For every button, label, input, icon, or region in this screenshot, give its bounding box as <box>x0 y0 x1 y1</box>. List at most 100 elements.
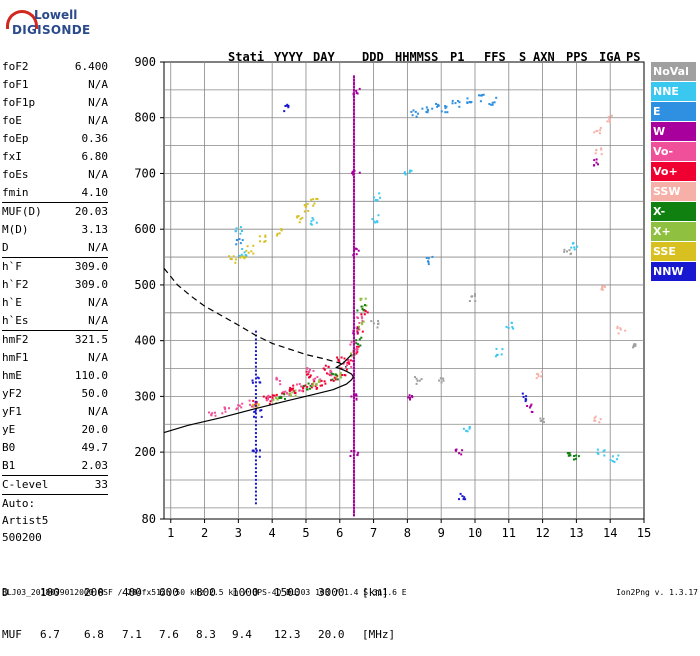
echo-point <box>310 223 313 226</box>
logo-arc <box>6 10 38 29</box>
echo-point <box>360 315 363 318</box>
param-value: 309.0 <box>74 260 108 273</box>
echo-point <box>361 321 363 324</box>
echo-point <box>595 130 598 132</box>
interference-streak <box>254 486 257 489</box>
echo-point <box>342 362 345 365</box>
echo-point <box>421 107 424 110</box>
echo-point <box>312 218 315 221</box>
echo-point <box>603 449 606 452</box>
interference-streak <box>254 490 257 493</box>
echo-point <box>358 327 360 330</box>
echo-point <box>234 261 237 264</box>
echo-point <box>245 249 248 252</box>
echo-point <box>361 317 364 320</box>
interference-streak <box>254 377 257 380</box>
param-value: 50.0 <box>81 387 109 400</box>
echo-point <box>312 204 315 207</box>
echo-point <box>311 217 314 219</box>
echo-point <box>596 451 599 454</box>
echo-point <box>460 453 463 456</box>
interference-streak <box>352 276 355 280</box>
echo-point <box>285 392 288 395</box>
scaled-parameters-panel: foF2 6.400 foF1 N/A foF1p N/A foE N/A foEp 0.36 fx… <box>2 58 108 546</box>
echo-point <box>420 378 423 381</box>
echo-point <box>425 106 428 109</box>
param-label: foEs <box>2 168 29 181</box>
echo-point <box>542 417 545 420</box>
echo-point <box>291 388 294 391</box>
interference-streak <box>352 336 355 340</box>
echo-point <box>241 239 244 242</box>
param-value: 20.0 <box>81 423 109 436</box>
digisonde-logo: Lowell DIGISONDE <box>4 6 90 46</box>
logo-text-digisonde: DIGISONDE <box>12 23 91 37</box>
interference-streak <box>352 102 355 106</box>
echo-point <box>404 173 407 176</box>
y-tick-label: 700 <box>134 166 156 180</box>
echo-point <box>224 408 227 411</box>
interference-streak <box>352 132 355 136</box>
echo-point <box>481 94 484 96</box>
param-label: hmE <box>2 369 22 382</box>
interference-streak <box>352 396 355 400</box>
param-row: MUF(D) 20.03 <box>2 203 108 221</box>
echo-point <box>529 405 532 408</box>
echo-point <box>301 389 304 392</box>
echo-point <box>289 389 292 392</box>
interference-streak <box>254 471 257 474</box>
interference-streak <box>352 486 355 490</box>
echo-point <box>415 382 418 385</box>
interference-streak <box>352 466 355 470</box>
echo-point <box>355 253 358 256</box>
x-tick-label: 11 <box>502 526 516 540</box>
interference-streak <box>352 419 355 423</box>
echo-point <box>376 220 378 223</box>
echo-point <box>365 304 368 307</box>
echo-point <box>265 399 268 402</box>
header-label-3: DDD <box>362 50 384 64</box>
interference-streak <box>352 95 355 99</box>
echo-point <box>345 368 348 371</box>
interference-streak <box>352 393 355 397</box>
echo-point <box>350 365 353 368</box>
interference-streak <box>352 479 355 483</box>
echo-point <box>285 104 288 107</box>
echo-point <box>357 345 360 348</box>
echo-point <box>599 126 602 129</box>
echo-point <box>543 421 545 424</box>
echo-point <box>355 398 358 401</box>
param-label: h`Es <box>2 314 29 327</box>
muf-cell: 1500 <box>274 586 301 599</box>
echo-point <box>363 313 366 316</box>
interference-streak <box>352 439 355 443</box>
echo-point <box>451 99 454 102</box>
echo-point <box>304 206 307 209</box>
echo-point <box>302 387 305 389</box>
echo-point <box>373 196 375 199</box>
interference-streak <box>352 245 355 249</box>
param-value: N/A <box>88 314 108 327</box>
echo-point <box>616 327 619 330</box>
echo-point <box>278 379 281 382</box>
echo-point <box>525 395 528 398</box>
echo-point <box>356 347 359 350</box>
echo-point <box>597 163 599 166</box>
echo-point <box>462 498 465 501</box>
echo-point <box>454 102 457 105</box>
param-label: yF1 <box>2 405 22 418</box>
muf-cell: 1000 <box>232 586 259 599</box>
param-row: foF1 N/A <box>2 76 108 94</box>
echo-point <box>632 344 635 347</box>
echo-point <box>482 93 485 96</box>
echo-point <box>339 373 342 376</box>
interference-streak <box>352 386 355 390</box>
echo-point <box>284 397 286 400</box>
echo-point <box>403 172 406 175</box>
echo-point <box>539 420 542 422</box>
echo-point <box>359 297 362 300</box>
echo-point <box>208 411 210 414</box>
echo-point <box>455 449 457 452</box>
echo-point <box>608 119 611 122</box>
echo-point <box>319 384 322 387</box>
